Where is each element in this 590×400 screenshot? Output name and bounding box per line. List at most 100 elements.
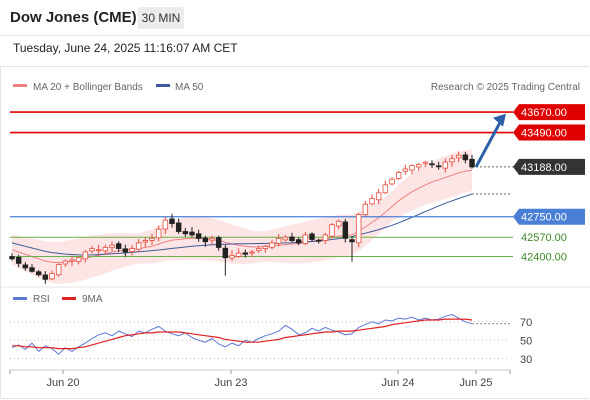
candle-body [55,264,62,276]
moving-averages [11,169,473,264]
candle-body [355,214,362,244]
ma50-legend-label: MA 50 [175,82,204,93]
level-label-support-blue: 42750.00 [521,212,567,224]
candle-body [249,251,255,254]
candle-body [282,236,289,241]
candle-body [322,234,329,241]
candle-body [342,221,349,239]
candle-body [442,161,449,169]
x-tick-label: Jun 20 [46,377,79,389]
candle-body [449,158,455,163]
candle-body [315,239,322,242]
candle-body [142,240,149,243]
rsi-ma-legend-swatch [62,297,76,300]
rsi-ma-legend-label: 9MA [82,294,103,305]
x-tick-label: Jun 23 [214,377,247,389]
price-levels [10,111,513,258]
header-divider [0,35,590,36]
candle-body [195,233,202,239]
candle-body [389,178,395,185]
x-tick-label: Jun 25 [459,377,492,389]
rsi-ma-line [12,318,473,350]
candle-body [162,219,169,230]
x-tick-label: Jun 24 [381,377,414,389]
credit-text: Research © 2025 Trading Central [431,82,580,93]
candle-body [102,247,109,252]
candle-body [235,252,242,257]
rsi-legend-swatch [13,297,27,300]
ma50-legend-swatch [156,84,170,87]
candle-body [129,248,135,252]
rsi-tick-label: 30 [520,354,532,366]
ma20-legend-label: MA 20 + Bollinger Bands [33,82,143,93]
candle-body [22,264,29,269]
candle-body [275,237,282,244]
level-tag-resistance [513,104,585,121]
candle-body [309,233,315,240]
candle-body [302,234,309,244]
candle-body [349,239,355,243]
candle-body [455,154,462,159]
candle-body [409,165,415,171]
rsi-tick-label: 50 [520,335,532,347]
candle-body [189,231,195,236]
level-label-support-green: 42400.00 [521,252,567,264]
candle-body [175,222,182,232]
candle-body [269,242,275,248]
candle-body [122,248,129,253]
candle-body [182,231,189,235]
candle-body [15,256,22,264]
candle-body [375,192,382,201]
candle-body [289,236,295,242]
header-bar: Dow Jones (CME) 30 MIN [0,0,590,36]
level-label-support-green: 42570.00 [521,232,567,244]
candle-body [295,239,302,244]
candle-body [75,257,82,262]
candle-body [469,158,475,168]
candle-body [382,184,389,194]
candle-body [42,274,49,280]
candle-body [209,237,215,241]
rsi-panel: 70 50 30 [10,313,532,366]
interval-button[interactable]: 30 MIN [138,7,184,29]
rsi-tick-label: 70 [520,317,532,329]
level-tag-resistance [513,124,585,141]
candle-body [462,154,469,161]
candle-body [155,228,162,239]
instrument-title: Dow Jones (CME) [10,9,137,26]
level-label-last: 43188.00 [521,162,567,174]
candlesticks [9,151,475,284]
x-axis: Jun 20 Jun 23 Jun 24 Jun 25 [9,370,511,389]
forecast-arrow [474,113,506,168]
candle-body [29,267,35,272]
candle-body [82,251,89,260]
candle-body [215,237,222,248]
candle-body [242,252,249,255]
rsi-legend-label: RSI [33,294,50,305]
forecast-arrow-head [493,113,506,127]
candle-body [435,165,442,168]
level-label-resistance: 43670.00 [521,107,567,119]
candle-body [95,249,102,252]
rsi-line [11,313,473,355]
candle-body [9,256,15,260]
candle-body [255,248,262,251]
candle-body [222,247,229,259]
chart-frame [0,66,589,399]
candle-body [135,242,142,250]
ma20-line [11,169,473,264]
candle-body [149,237,155,241]
candle-body [202,237,209,243]
candle-body [62,260,69,265]
candle-body [229,255,235,259]
candle-body [109,244,115,249]
candle-body [335,220,342,227]
candle-body [429,163,435,166]
candle-body [395,171,402,179]
candle-body [35,271,42,276]
candle-body [402,168,409,172]
candle-body [49,273,55,280]
ma50-line [11,193,473,256]
candle-body [169,218,175,224]
